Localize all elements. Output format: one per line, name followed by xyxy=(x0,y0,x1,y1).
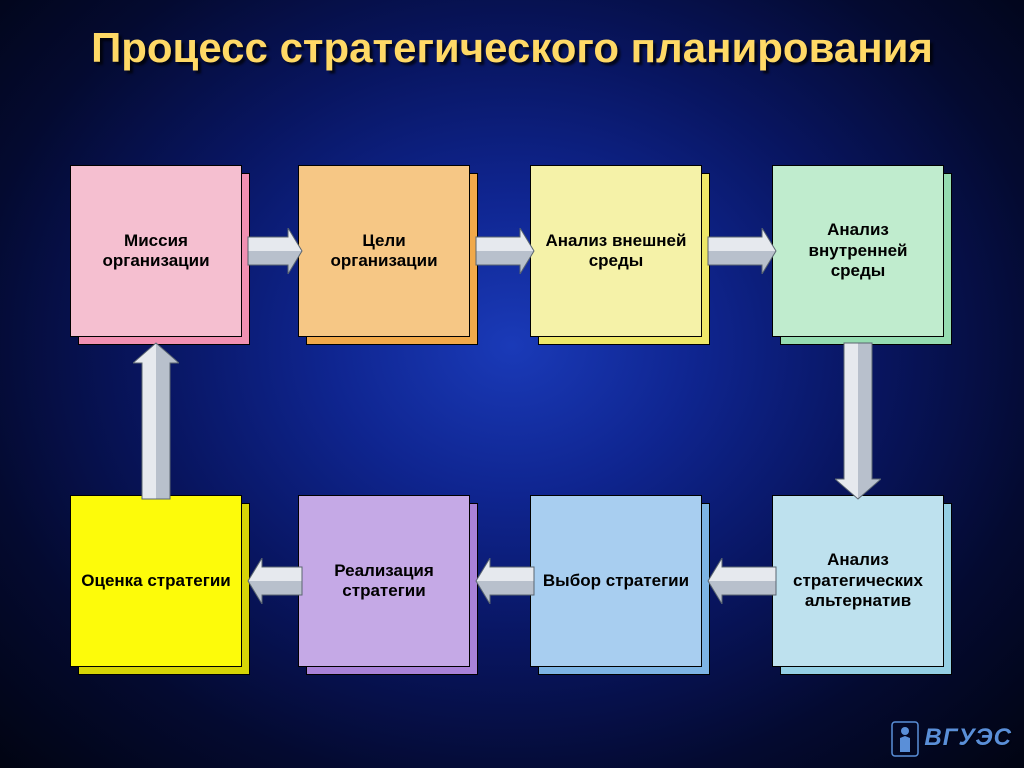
node-label: Миссия организации xyxy=(70,165,242,337)
arrow-external-internal xyxy=(706,228,778,274)
arrow-alts-choice xyxy=(706,558,778,604)
node-mission: Миссия организации xyxy=(70,165,242,337)
node-choice: Выбор стратегии xyxy=(530,495,702,667)
page-title: Процесс стратегического планирования xyxy=(0,22,1024,75)
node-eval: Оценка стратегии xyxy=(70,495,242,667)
arrow-internal-alts xyxy=(835,341,881,501)
node-label: Выбор стратегии xyxy=(530,495,702,667)
logo: ВГУЭС xyxy=(862,715,1012,760)
node-alts: Анализ стратегических альтернатив xyxy=(772,495,944,667)
node-label: Оценка стратегии xyxy=(70,495,242,667)
node-label: Реализация стратегии xyxy=(298,495,470,667)
node-label: Анализ внешней среды xyxy=(530,165,702,337)
arrow-impl-eval xyxy=(246,558,304,604)
arrow-eval-mission xyxy=(133,341,179,501)
node-external: Анализ внешней среды xyxy=(530,165,702,337)
node-internal: Анализ внутренней среды xyxy=(772,165,944,337)
arrow-choice-impl xyxy=(474,558,536,604)
node-goals: Цели организации xyxy=(298,165,470,337)
node-label: Анализ внутренней среды xyxy=(772,165,944,337)
arrow-goals-external xyxy=(474,228,536,274)
node-label: Анализ стратегических альтернатив xyxy=(772,495,944,667)
node-label: Цели организации xyxy=(298,165,470,337)
arrow-mission-goals xyxy=(246,228,304,274)
node-impl: Реализация стратегии xyxy=(298,495,470,667)
logo-icon xyxy=(890,718,920,758)
logo-text: ВГУЭС xyxy=(924,724,1012,752)
